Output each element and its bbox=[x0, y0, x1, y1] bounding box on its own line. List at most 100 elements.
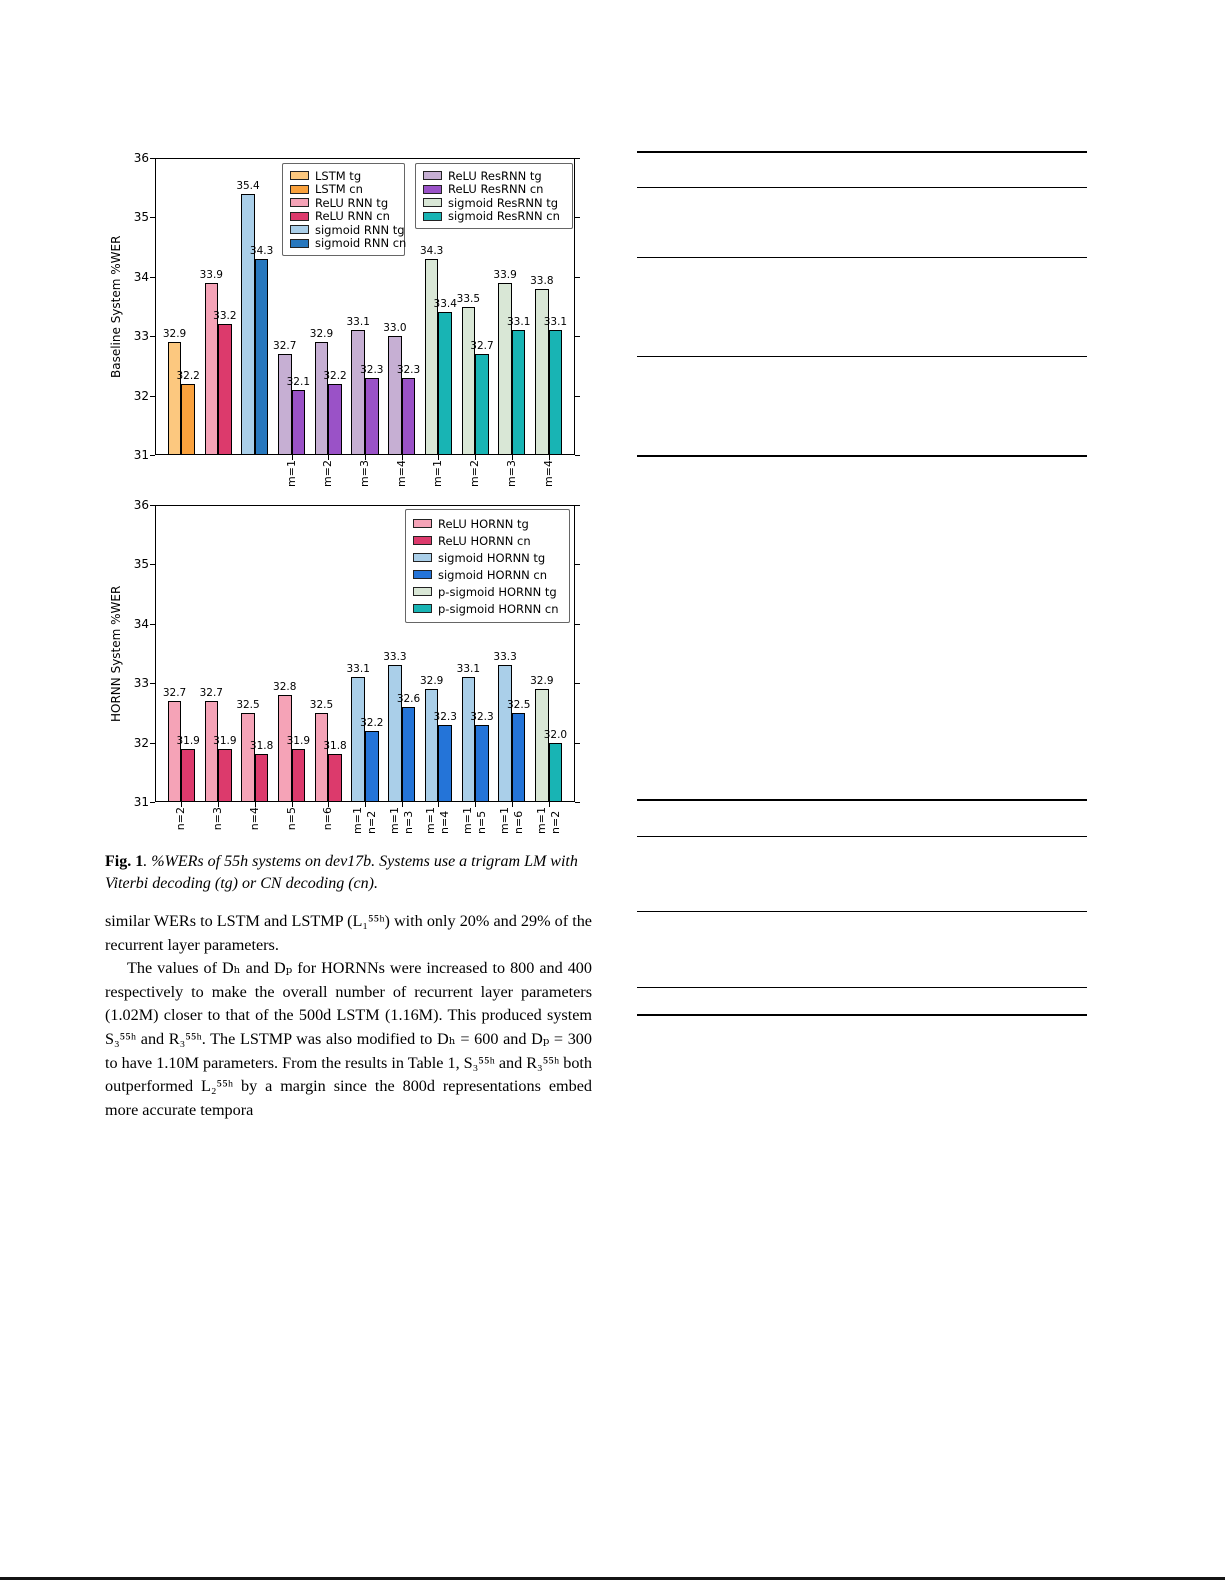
bar bbox=[438, 312, 453, 455]
legend-label: p-sigmoid HORNN cn bbox=[438, 601, 559, 616]
hornn-wer-chart: HORNN System %WER 31 32 33 34 35 36 32.7 31.9 n=2… bbox=[105, 497, 597, 849]
legend-label: sigmoid RNN tg bbox=[315, 222, 405, 237]
bar bbox=[548, 742, 563, 802]
legend-entry: p-sigmoid HORNN cn bbox=[413, 600, 562, 617]
y-tick-label: 34 bbox=[133, 616, 149, 631]
bar-value-label: 32.9 bbox=[162, 328, 187, 341]
y-tick bbox=[575, 505, 580, 506]
x-tick-label-text: m=1 bbox=[387, 807, 401, 834]
legend-swatch bbox=[290, 225, 309, 235]
y-tick-label: 31 bbox=[133, 448, 149, 462]
bar bbox=[511, 330, 526, 455]
bar-value-label: 32.3 bbox=[360, 363, 384, 376]
bar bbox=[424, 689, 439, 802]
bar-value-label: 33.1 bbox=[456, 663, 481, 676]
y-tick bbox=[150, 802, 155, 803]
x-tick bbox=[475, 455, 477, 460]
bar bbox=[204, 282, 219, 455]
bar bbox=[291, 389, 306, 455]
legend-entry: ReLU RNN tg bbox=[290, 196, 397, 210]
bar-value-label: 35.4 bbox=[236, 179, 260, 192]
legend-swatch bbox=[290, 184, 309, 194]
x-tick-label: m=1 n=5 bbox=[461, 807, 489, 834]
bar-value-label: 32.2 bbox=[323, 369, 347, 382]
y-tick-label: 33 bbox=[133, 329, 149, 344]
bar bbox=[204, 701, 219, 802]
x-tick-label-text: m=1 bbox=[284, 460, 298, 487]
bar-value-label: 33.3 bbox=[383, 651, 407, 664]
bar bbox=[241, 712, 255, 802]
x-tick-label-text: n=2 bbox=[174, 807, 188, 831]
x-tick-label-text: n=4 bbox=[438, 810, 452, 834]
x-tick-label-text: n=2 bbox=[548, 810, 562, 834]
legend-box: ReLU HORNN tg ReLU HORNN cn sigmoid HORNN … bbox=[405, 509, 570, 623]
baseline-wer-chart: Baseline System %WER 31 32 33 34 35 36 32.9 32.2… bbox=[105, 150, 597, 497]
bar bbox=[388, 336, 402, 455]
bar bbox=[314, 712, 329, 802]
bar-value-label: 33.5 bbox=[456, 292, 481, 305]
y-tick-label: 35 bbox=[133, 210, 149, 225]
legend-label: ReLU ResRNN cn bbox=[448, 182, 544, 197]
bar-value-label: 32.8 bbox=[273, 681, 297, 694]
y-tick bbox=[150, 455, 155, 456]
legend-entry: sigmoid HORNN tg bbox=[413, 549, 562, 566]
x-tick-label-text: m=1 bbox=[497, 807, 511, 834]
x-tick bbox=[181, 802, 183, 807]
bar-value-label: 32.5 bbox=[236, 698, 260, 711]
x-tick bbox=[218, 802, 220, 807]
y-tick bbox=[575, 276, 580, 278]
bar-value-label: 32.7 bbox=[470, 340, 494, 353]
x-tick-label: m=1 n=3 bbox=[388, 807, 416, 834]
y-tick bbox=[150, 336, 155, 338]
bar-value-label: 31.8 bbox=[249, 740, 274, 753]
y-tick bbox=[575, 683, 580, 685]
table-rule-bottom bbox=[637, 455, 1087, 457]
x-tick-label: n=5 bbox=[278, 807, 306, 830]
legend-label: ReLU RNN tg bbox=[315, 195, 389, 210]
y-tick-label: 36 bbox=[133, 498, 149, 512]
x-tick bbox=[401, 802, 403, 807]
legend-swatch bbox=[413, 536, 432, 545]
x-tick bbox=[475, 802, 477, 807]
bar bbox=[218, 748, 232, 802]
x-tick-label: m=1 bbox=[424, 460, 452, 487]
y-tick-label: 34 bbox=[133, 269, 149, 284]
legend-swatch bbox=[290, 171, 309, 181]
x-tick-label-text: m=3 bbox=[358, 460, 371, 487]
x-tick-label-text: n=6 bbox=[321, 807, 335, 831]
y-tick-label: 32 bbox=[133, 735, 149, 750]
y-tick bbox=[575, 455, 580, 456]
x-tick bbox=[254, 802, 256, 807]
bar-value-label: 33.1 bbox=[543, 316, 568, 329]
x-tick-label-text: n=6 bbox=[511, 810, 525, 834]
x-tick-label: m=1 bbox=[278, 460, 306, 487]
legend-entry: sigmoid ResRNN cn bbox=[423, 209, 565, 224]
legend-label: sigmoid ResRNN cn bbox=[448, 209, 560, 224]
bar bbox=[277, 354, 292, 455]
y-tick bbox=[150, 158, 155, 159]
bar bbox=[351, 330, 365, 455]
legend-entry: sigmoid ResRNN tg bbox=[423, 196, 565, 210]
x-tick-label: m=1 n=4 bbox=[424, 807, 452, 834]
legend-swatch bbox=[290, 238, 309, 248]
bar-value-label: 32.5 bbox=[309, 698, 334, 711]
x-tick bbox=[511, 802, 513, 807]
bar-value-label: 32.3 bbox=[396, 363, 421, 376]
body-paragraph-2: The values of Dₕ and Dₚ for HORNNs were … bbox=[105, 959, 593, 1119]
x-tick-label-text: m=2 bbox=[468, 460, 482, 487]
bar bbox=[254, 258, 269, 455]
x-tick-label: m=3 bbox=[351, 460, 379, 487]
x-tick-label-text: n=3 bbox=[401, 810, 415, 834]
bar bbox=[498, 665, 512, 802]
figure-caption-label: Fig. 1 bbox=[105, 853, 144, 870]
bar bbox=[498, 282, 512, 455]
figure-caption: Fig. 1. %WERs of 55h systems on dev17b. … bbox=[105, 851, 592, 895]
legend-swatch bbox=[413, 553, 432, 562]
x-tick bbox=[438, 455, 440, 460]
legend-label: sigmoid HORNN cn bbox=[438, 567, 548, 582]
x-tick-label-text: n=3 bbox=[211, 807, 225, 831]
bar bbox=[328, 754, 342, 802]
x-tick-label: n=2 bbox=[167, 807, 195, 830]
y-tick bbox=[150, 276, 155, 278]
y-tick bbox=[575, 336, 580, 338]
